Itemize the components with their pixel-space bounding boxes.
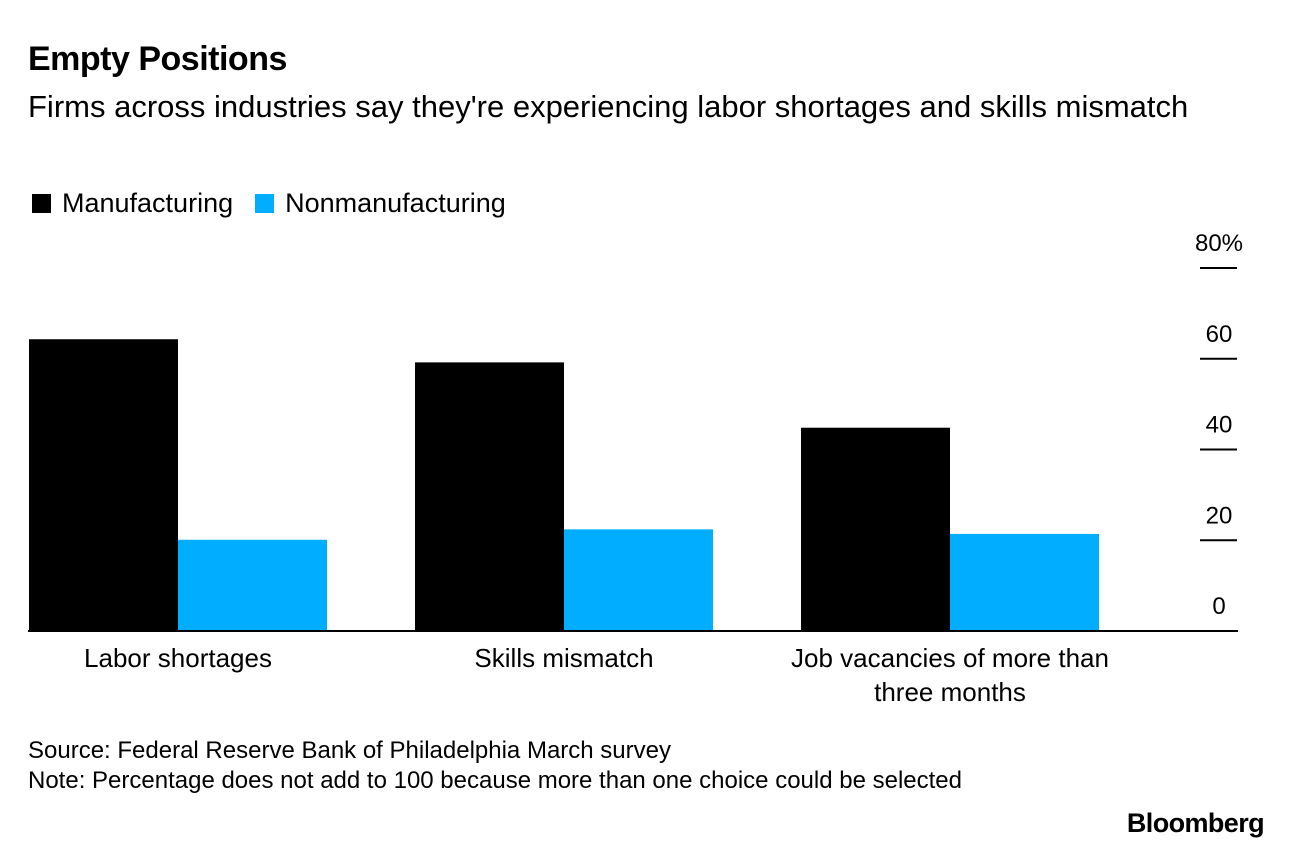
bar-nonmanufacturing-0 xyxy=(178,539,327,631)
legend-item-manufacturing: Manufacturing xyxy=(32,188,233,219)
bar-manufacturing-2 xyxy=(801,427,950,631)
x-tick-label: Job vacancies of more than xyxy=(791,643,1109,673)
bar-nonmanufacturing-1 xyxy=(564,529,713,631)
chart-subtitle: Firms across industries say they're expe… xyxy=(28,89,1189,124)
chart-title: Empty Positions xyxy=(28,40,287,78)
x-tick-label: Labor shortages xyxy=(84,643,272,673)
footnote: Note: Percentage does not add to 100 bec… xyxy=(28,767,962,794)
footer: Source: Federal Reserve Bank of Philadel… xyxy=(28,736,1028,796)
source-note: Source: Federal Reserve Bank of Philadel… xyxy=(28,737,671,764)
bar-nonmanufacturing-2 xyxy=(950,533,1099,631)
legend-item-nonmanufacturing: Nonmanufacturing xyxy=(255,188,506,219)
legend-label-manufacturing: Manufacturing xyxy=(62,188,234,218)
y-tick-label: 0 xyxy=(1212,593,1225,620)
legend: Manufacturing Nonmanufacturing xyxy=(32,188,528,219)
legend-swatch-manufacturing xyxy=(32,194,51,213)
bloomberg-logo: Bloomberg xyxy=(1126,808,1265,838)
y-tick-label: 80% xyxy=(1195,230,1243,257)
y-tick-label: 20 xyxy=(1206,502,1233,529)
y-tick-label: 40 xyxy=(1206,412,1233,439)
legend-swatch-nonmanufacturing xyxy=(255,194,275,213)
x-tick-label: three months xyxy=(874,677,1026,707)
bar-manufacturing-1 xyxy=(415,362,564,631)
x-tick-label: Skills mismatch xyxy=(474,643,653,673)
bar-manufacturing-0 xyxy=(29,339,178,631)
legend-label-nonmanufacturing: Nonmanufacturing xyxy=(285,188,506,218)
y-tick-label: 60 xyxy=(1206,321,1233,348)
